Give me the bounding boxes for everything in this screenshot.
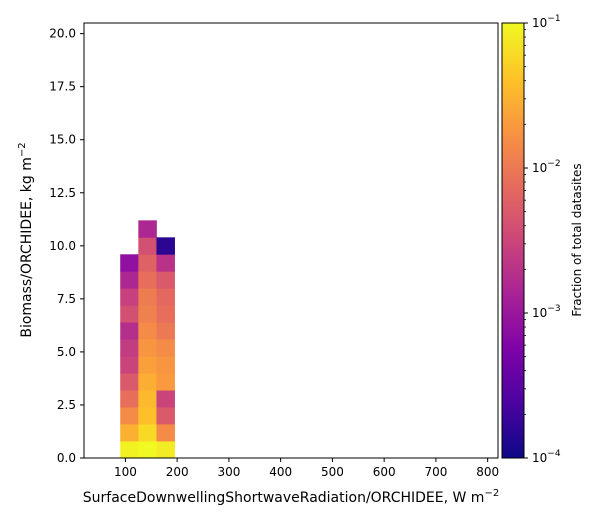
- heatmap-cell: [156, 356, 175, 374]
- y-tick-label: 5.0: [57, 345, 76, 359]
- y-axis: 0.0 2.5 5.0 7.5 10.0 12.5 15.0 17.5 20.0: [49, 27, 84, 465]
- y-axis-label: Biomass/ORCHIDEE, kg m−2: [17, 142, 35, 337]
- plot-frame: [83, 22, 499, 459]
- x-tick-label: 400: [269, 465, 292, 479]
- x-tick-label: 700: [424, 465, 447, 479]
- colorbar: [501, 22, 525, 459]
- heatmap-cell: [156, 339, 175, 357]
- heatmap-cell: [120, 407, 139, 425]
- heatmap-cell: [138, 373, 157, 391]
- heatmap-cells: [120, 220, 175, 459]
- colorbar-label: Fraction of total datasites: [570, 163, 584, 316]
- heatmap-cell: [120, 322, 139, 340]
- x-tick-label: 600: [373, 465, 396, 479]
- y-tick-label: 15.0: [49, 133, 76, 147]
- x-tick-label: 800: [476, 465, 499, 479]
- x-tick-label: 100: [114, 465, 137, 479]
- heatmap-cell: [156, 441, 175, 459]
- colorbar-tick-label: 10−2: [532, 159, 561, 175]
- heatmap-cell: [138, 356, 157, 374]
- heatmap-cell: [156, 322, 175, 340]
- y-tick-label: 10.0: [49, 239, 76, 253]
- heatmap-cell: [156, 407, 175, 425]
- heatmap-cell: [156, 390, 175, 408]
- heatmap-cell: [138, 288, 157, 306]
- heatmap-cell: [156, 373, 175, 391]
- heatmap-cell: [120, 373, 139, 391]
- heatmap-cell: [120, 441, 139, 459]
- heatmap-cell: [156, 254, 175, 272]
- colorbar-tick-label: 10−4: [532, 449, 561, 465]
- heatmap-cell: [120, 339, 139, 357]
- y-tick-label: 2.5: [57, 398, 76, 412]
- x-axis-label: SurfaceDownwellingShortwaveRadiation/ORC…: [83, 488, 499, 506]
- heatmap-cell: [156, 288, 175, 306]
- heatmap-cell: [120, 271, 139, 289]
- x-tick-label: 500: [321, 465, 344, 479]
- heatmap-cell: [156, 237, 175, 255]
- heatmap-cell: [138, 441, 157, 459]
- heatmap-cell: [156, 305, 175, 323]
- heatmap-cell: [138, 424, 157, 442]
- heatmap-cell: [138, 254, 157, 272]
- colorbar-axis: 10−1 10−2 10−3 10−4: [524, 14, 561, 465]
- x-tick-label: 200: [166, 465, 189, 479]
- y-tick-label: 20.0: [49, 27, 76, 41]
- x-axis: 100 200 300 400 500 600 700 800: [114, 458, 499, 479]
- heatmap-cell: [120, 305, 139, 323]
- heatmap-cell: [120, 390, 139, 408]
- heatmap-cell: [138, 220, 157, 238]
- heatmap-cell: [120, 424, 139, 442]
- heatmap-cell: [156, 271, 175, 289]
- heatmap-cell: [138, 305, 157, 323]
- x-tick-label: 300: [217, 465, 240, 479]
- y-tick-label: 0.0: [57, 451, 76, 465]
- heatmap-cell: [138, 407, 157, 425]
- heatmap-cell: [156, 424, 175, 442]
- colorbar-tick-label: 10−3: [532, 304, 561, 320]
- y-tick-label: 12.5: [49, 186, 76, 200]
- colorbar-tick-label: 10−1: [532, 14, 561, 30]
- y-tick-label: 7.5: [57, 292, 76, 306]
- heatmap-cell: [120, 288, 139, 306]
- heatmap-cell: [138, 339, 157, 357]
- heatmap-cell: [138, 390, 157, 408]
- heatmap-cell: [138, 322, 157, 340]
- heatmap-cell: [138, 237, 157, 255]
- heatmap-cell: [138, 271, 157, 289]
- heatmap-cell: [120, 356, 139, 374]
- y-tick-label: 17.5: [49, 80, 76, 94]
- heatmap-cell: [120, 254, 139, 272]
